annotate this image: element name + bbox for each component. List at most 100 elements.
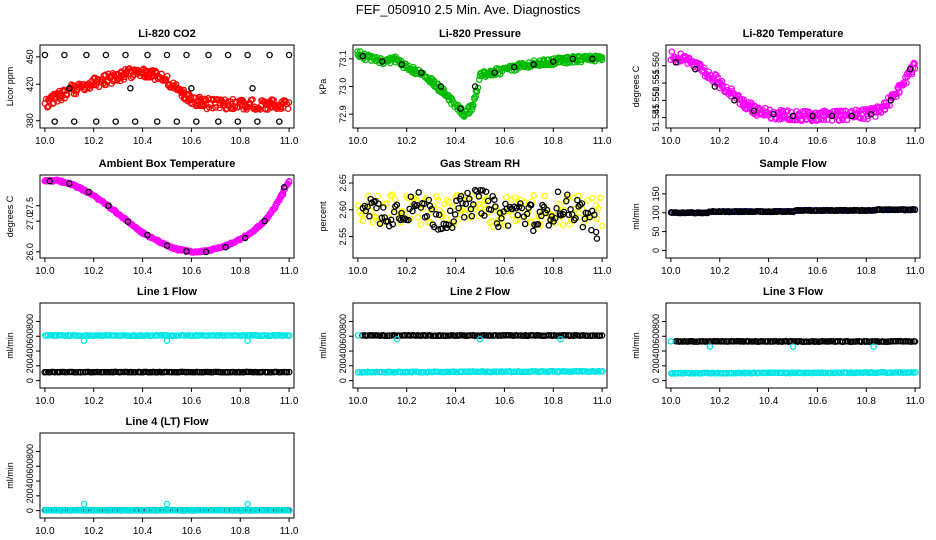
data-point: [428, 205, 435, 213]
data-point: [244, 51, 251, 59]
data-point: [574, 196, 581, 204]
y-tick-label: 200: [25, 358, 35, 373]
data-point: [286, 506, 293, 514]
data-point: [559, 221, 567, 229]
data-point: [153, 118, 161, 125]
x-tick-label: 10.2: [84, 136, 104, 147]
data-point: [378, 214, 386, 222]
data-point: [591, 211, 598, 218]
data-point: [122, 51, 129, 59]
y-tick-label: 27.0: [25, 212, 35, 230]
data-point: [391, 196, 399, 203]
data-point: [784, 107, 791, 114]
data-point: [285, 99, 293, 106]
data-point: [280, 184, 288, 191]
points-layer: [667, 337, 919, 377]
data-point: [521, 220, 529, 228]
x-tick-label: 10.0: [348, 266, 368, 277]
data-point: [911, 60, 918, 68]
data-point: [789, 112, 797, 120]
y-tick-label: 800: [25, 444, 35, 459]
y-tick-label: 73.1: [338, 50, 348, 68]
data-point: [455, 204, 462, 212]
data-point: [563, 197, 570, 205]
data-point: [188, 85, 195, 92]
data-point: [599, 367, 606, 375]
plot-frame: [39, 302, 295, 389]
x-tick-label: 10.8: [857, 396, 877, 407]
data-point: [249, 96, 256, 103]
points-layer: [41, 500, 293, 514]
data-point: [554, 188, 562, 196]
data-point: [46, 177, 54, 185]
data-point: [238, 96, 246, 104]
data-point: [354, 202, 362, 209]
outlier-point: [80, 337, 88, 344]
data-point: [527, 201, 535, 209]
y-tick-label: 800: [338, 314, 348, 329]
y-tick-label: 800: [651, 314, 661, 329]
data-point: [468, 212, 476, 220]
data-point: [241, 234, 249, 242]
outlier-point: [667, 338, 675, 345]
y-tick-label: 51.550: [651, 87, 661, 115]
data-point: [567, 332, 575, 339]
x-tick-label: 10.6: [182, 266, 202, 277]
data-point: [451, 211, 459, 218]
data-point: [369, 219, 376, 226]
data-point: [434, 196, 442, 204]
points-layer: [354, 331, 606, 376]
page-title: FEF_050910 2.5 Min. Ave. Diagnostics: [355, 2, 581, 17]
data-point: [471, 94, 478, 101]
data-point: [510, 63, 518, 71]
data-point: [183, 51, 190, 59]
x-tick-label: 10.2: [84, 266, 104, 277]
data-point: [911, 206, 919, 214]
data-point: [450, 218, 457, 225]
chart-title: Line 1 Flow: [137, 286, 197, 298]
data-point: [592, 228, 600, 236]
data-point: [589, 194, 596, 202]
data-point: [864, 115, 871, 123]
data-point: [183, 247, 190, 255]
data-point: [201, 95, 209, 102]
data-point: [405, 216, 412, 224]
data-point: [193, 118, 200, 125]
y-tick-label: 0: [25, 508, 35, 513]
plot-frame: [39, 44, 295, 129]
x-tick-label: 10.6: [495, 396, 515, 407]
data-point: [224, 332, 231, 339]
data-point: [180, 86, 187, 94]
y-tick-label: 27.5: [25, 197, 35, 215]
x-tick-label: 10.2: [84, 526, 104, 537]
data-point: [158, 70, 165, 78]
data-point: [849, 338, 857, 345]
x-tick-label: 10.6: [182, 396, 202, 407]
data-point: [867, 110, 875, 118]
outlier-point: [557, 335, 564, 343]
data-point: [523, 210, 531, 218]
data-point: [432, 211, 440, 218]
data-point: [598, 54, 606, 61]
data-point: [578, 200, 586, 207]
data-point: [61, 51, 68, 59]
data-point: [686, 370, 693, 377]
data-point: [281, 332, 289, 339]
y-tick-label: 400: [651, 344, 661, 359]
data-point: [464, 189, 471, 197]
y-tick-label: 400: [25, 344, 35, 359]
chart-title: Li-820 Temperature: [743, 28, 844, 40]
x-tick-label: 10.6: [808, 266, 828, 277]
data-point: [471, 83, 479, 90]
data-point: [896, 88, 903, 96]
data-point: [714, 73, 721, 81]
chart-title: Ambient Box Temperature: [99, 158, 236, 170]
outlier-point: [244, 500, 251, 508]
outlier-point: [476, 335, 484, 343]
data-point: [545, 222, 553, 229]
data-point: [597, 194, 604, 202]
y-axis-label: Licor ppm: [5, 67, 15, 107]
y-tick-label: 800: [25, 314, 35, 329]
chart-line3: Line 3 Flow 10.0 10.2 10.4 10.6 10.8 11.0 0 2004…: [631, 286, 925, 407]
data-point: [442, 215, 450, 222]
